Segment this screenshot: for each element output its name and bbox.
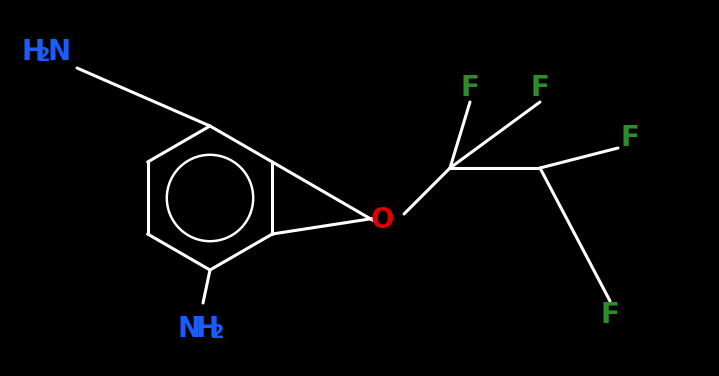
Text: N: N bbox=[178, 315, 201, 343]
Text: H: H bbox=[22, 38, 45, 66]
Text: O: O bbox=[370, 206, 394, 234]
Text: F: F bbox=[461, 74, 480, 102]
Text: 2: 2 bbox=[36, 46, 50, 65]
Text: H: H bbox=[196, 315, 219, 343]
Text: F: F bbox=[531, 74, 549, 102]
Text: F: F bbox=[620, 124, 639, 152]
Text: F: F bbox=[600, 301, 620, 329]
Text: 2: 2 bbox=[210, 323, 224, 342]
Text: N: N bbox=[48, 38, 71, 66]
